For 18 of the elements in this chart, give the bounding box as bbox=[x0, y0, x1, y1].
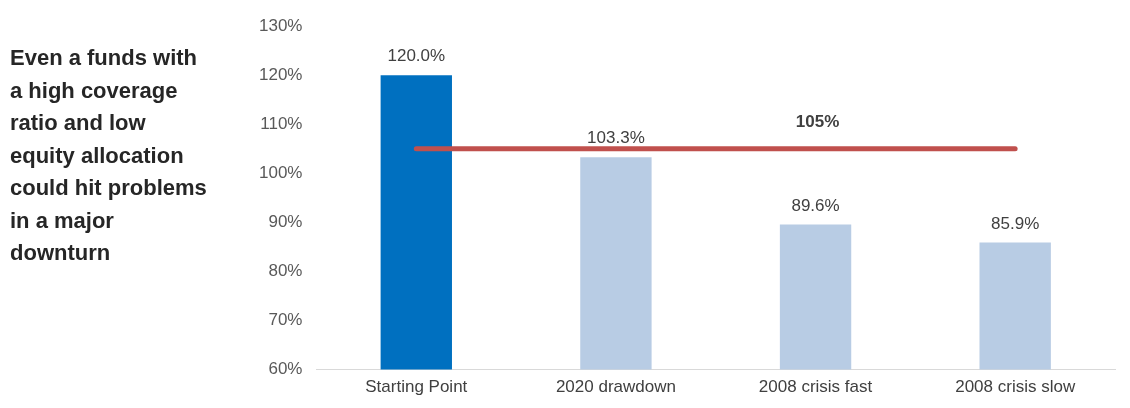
y-tick-label: 70% bbox=[268, 310, 303, 330]
data-label: 89.6% bbox=[791, 195, 840, 215]
x-tick-label: 2020 drawdown bbox=[555, 377, 676, 397]
y-tick-label: 120% bbox=[259, 64, 303, 84]
ref-line-label: 105% bbox=[795, 112, 840, 132]
y-tick-label: 60% bbox=[268, 359, 303, 379]
x-tick-label: 2008 crisis slow bbox=[955, 377, 1076, 397]
y-tick-label: 80% bbox=[268, 261, 303, 281]
data-label: 85.9% bbox=[991, 213, 1040, 233]
y-tick-label: 100% bbox=[259, 163, 303, 183]
data-label: 103.3% bbox=[587, 128, 645, 148]
y-tick-label: 130% bbox=[259, 15, 303, 35]
y-tick-label: 110% bbox=[260, 114, 303, 133]
x-tick-label: Starting Point bbox=[365, 377, 468, 397]
data-label: 120.0% bbox=[387, 46, 446, 66]
y-tick-label: 90% bbox=[268, 212, 303, 232]
x-tick-label: 2008 crisis fast bbox=[758, 377, 873, 397]
text: Even a funds with a high coverage ratio and low equity allocation could hit problems in a major downturn bbox=[10, 44, 208, 267]
